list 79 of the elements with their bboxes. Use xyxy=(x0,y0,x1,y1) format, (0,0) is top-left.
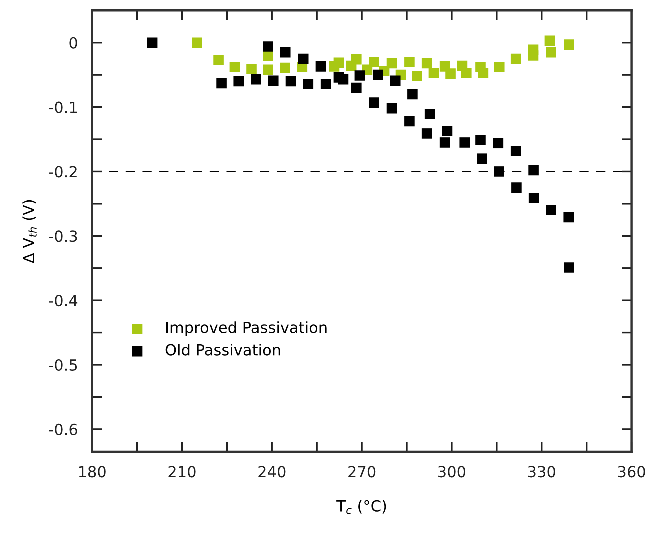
point xyxy=(373,70,384,80)
point xyxy=(263,64,274,76)
point xyxy=(462,68,472,78)
point xyxy=(338,74,349,85)
point xyxy=(286,76,296,87)
point xyxy=(440,138,450,148)
point xyxy=(564,212,574,223)
point xyxy=(422,58,432,69)
point xyxy=(494,62,505,73)
point xyxy=(369,98,380,108)
point xyxy=(369,57,380,68)
y-tick-label: -0.2 xyxy=(49,166,77,178)
point xyxy=(544,36,556,46)
point xyxy=(442,126,453,136)
point xyxy=(268,76,279,86)
point xyxy=(564,262,574,273)
point xyxy=(478,68,489,78)
point xyxy=(230,62,240,73)
point xyxy=(564,40,574,50)
point xyxy=(280,47,291,58)
x-axis-title: T$_{c}$ (°C) xyxy=(336,500,386,514)
point xyxy=(528,50,539,61)
point xyxy=(424,109,436,120)
point xyxy=(404,57,415,68)
x-tick-label: 330 xyxy=(528,466,556,478)
point xyxy=(493,138,504,149)
point xyxy=(214,55,224,66)
point xyxy=(477,154,488,164)
x-tick-label: 210 xyxy=(168,466,196,478)
point xyxy=(390,76,401,86)
x-tick-label: 270 xyxy=(348,466,376,478)
point xyxy=(408,89,418,100)
point xyxy=(263,42,274,52)
x-tick-label: 240 xyxy=(258,466,286,478)
point xyxy=(512,182,522,193)
point xyxy=(352,82,362,94)
point xyxy=(546,205,556,216)
point xyxy=(510,146,522,156)
y-tick-label: -0.6 xyxy=(49,424,78,436)
point xyxy=(422,128,432,139)
point xyxy=(192,38,202,48)
point xyxy=(528,165,539,176)
point xyxy=(546,47,556,58)
point xyxy=(251,74,262,85)
point xyxy=(246,64,257,74)
point xyxy=(528,192,540,204)
x-tick-label: 300 xyxy=(438,466,466,478)
y-axis-title: Δ V$_{th}$ (V) xyxy=(22,200,37,264)
y-tick-label: -0.1 xyxy=(49,102,77,114)
point xyxy=(446,68,456,79)
point xyxy=(234,76,244,87)
y-tick-label: -0.4 xyxy=(49,295,78,307)
x-tick-label: 180 xyxy=(79,466,106,478)
point xyxy=(303,78,314,90)
point xyxy=(298,54,309,64)
x-tick-label: 360 xyxy=(618,466,646,478)
point xyxy=(412,71,422,82)
point xyxy=(352,54,362,65)
y-tick-label: -0.5 xyxy=(49,359,78,372)
point xyxy=(428,68,440,78)
legend-label: Improved Passivation xyxy=(166,322,327,336)
point xyxy=(476,135,486,146)
point xyxy=(510,54,522,64)
point xyxy=(320,78,332,90)
point xyxy=(280,62,290,74)
point xyxy=(460,138,470,148)
y-tick-label: 0 xyxy=(70,37,78,49)
point xyxy=(404,116,415,127)
legend-label: Old Passivation xyxy=(166,344,280,356)
point xyxy=(263,51,274,62)
point xyxy=(147,38,158,48)
point xyxy=(334,58,344,68)
point xyxy=(216,78,227,89)
point xyxy=(316,62,326,72)
point xyxy=(494,166,504,177)
y-tick-label: -0.3 xyxy=(49,230,78,242)
point xyxy=(354,70,366,81)
point xyxy=(386,58,398,69)
point xyxy=(386,103,398,114)
